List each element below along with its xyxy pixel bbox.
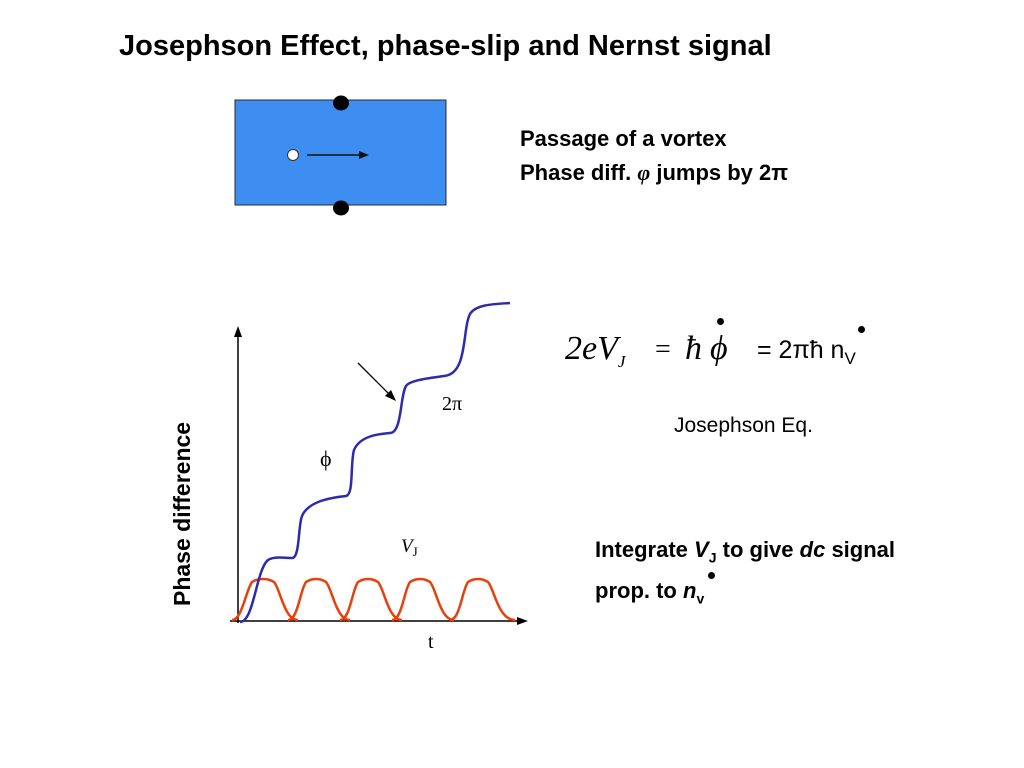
vortex-caption: Passage of a vortex Phase diff. φ jumps … bbox=[520, 122, 788, 190]
vortex-caption-line1: Passage of a vortex bbox=[520, 126, 727, 151]
equation-lhs: 2eVJ bbox=[565, 330, 626, 371]
integrate-caption-line2: prop. to nv bbox=[595, 572, 895, 615]
phi-label: ϕ bbox=[320, 446, 332, 471]
x-axis-label: t bbox=[428, 631, 434, 653]
junction-rectangle bbox=[234, 99, 447, 206]
nv-caption-dot bbox=[708, 572, 715, 580]
equation-equals: = bbox=[655, 334, 671, 365]
x-axis-arrowhead bbox=[517, 617, 528, 625]
equation-rhs: = 2πħ nV bbox=[757, 336, 856, 368]
phi-dot bbox=[717, 318, 724, 325]
vortex-caption-line2: Phase diff. φ jumps by 2π bbox=[520, 160, 789, 185]
integrate-caption-line1: Integrate VJ to give dc signal bbox=[595, 537, 896, 566]
integrate-caption: Integrate VJ to give dc signal prop. to … bbox=[595, 533, 895, 616]
vortex-arrowhead bbox=[359, 151, 369, 159]
equation-hbar: ħ bbox=[685, 330, 702, 367]
junction-diagram bbox=[234, 95, 447, 216]
phase-staircase-curve bbox=[239, 301, 511, 624]
phase-time-graph: 2π ϕ VJ t Phase difference bbox=[169, 301, 528, 653]
step-label: 2π bbox=[442, 393, 462, 415]
junction-bottom-contact bbox=[333, 200, 349, 216]
slide-title: Josephson Effect, phase-slip and Nernst … bbox=[119, 30, 772, 62]
phi-symbol: φ bbox=[637, 160, 651, 185]
step-annotation-arrowhead bbox=[385, 390, 396, 401]
y-axis-arrowhead bbox=[234, 326, 242, 337]
josephson-equation: 2eVJ = ħ ϕ = 2πħ nV bbox=[560, 315, 900, 385]
vj-pulse-curve bbox=[231, 577, 516, 622]
vj-label: VJ bbox=[401, 536, 418, 559]
junction-top-contact bbox=[333, 95, 349, 111]
y-axis-label: Phase difference bbox=[169, 422, 195, 606]
vortex-marker bbox=[287, 149, 299, 161]
step-annotation-arrow bbox=[357, 362, 392, 397]
equation-label: Josephson Eq. bbox=[674, 414, 813, 437]
nv-dot bbox=[858, 326, 865, 333]
equation-phi: ϕ bbox=[710, 330, 728, 367]
